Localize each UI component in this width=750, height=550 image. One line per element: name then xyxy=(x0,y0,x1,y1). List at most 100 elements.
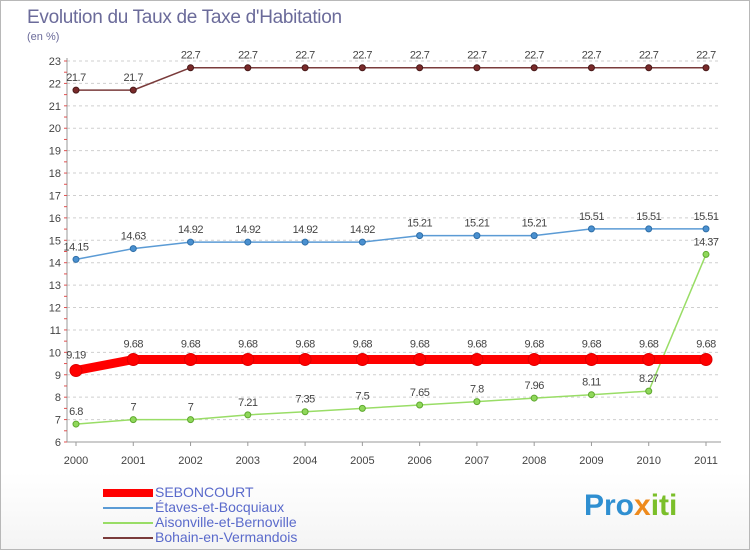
data-point xyxy=(187,64,195,72)
x-tick-label: 2011 xyxy=(694,455,718,467)
data-point xyxy=(358,238,366,246)
data-label: 22.7 xyxy=(582,50,602,62)
legend-label: Bohain-en-Vermandois xyxy=(155,529,298,545)
data-label: 8.27 xyxy=(639,373,659,385)
y-tick-label: 8 xyxy=(55,392,61,404)
series-line-etaves-et-bocquiaux xyxy=(75,228,707,261)
data-point xyxy=(301,64,309,72)
data-label: 22.7 xyxy=(696,50,716,62)
data-point xyxy=(413,353,427,367)
data-point xyxy=(699,353,713,367)
data-point xyxy=(126,353,140,367)
y-tick-label: 7 xyxy=(55,415,61,427)
data-point xyxy=(129,245,137,253)
series-line-bohain-en-vermandois xyxy=(75,66,707,91)
data-label: 9.68 xyxy=(582,339,602,351)
data-label: 14.37 xyxy=(693,236,718,248)
data-label: 14.92 xyxy=(178,224,203,236)
y-tick-label: 23 xyxy=(49,56,61,68)
data-label: 8.11 xyxy=(582,377,601,389)
legend-label: Aisonville-et-Bernoville xyxy=(155,514,297,530)
data-label: 9.68 xyxy=(410,339,430,351)
data-point xyxy=(358,404,366,412)
data-label: 14.92 xyxy=(350,224,375,236)
data-label: 22.7 xyxy=(524,50,544,62)
x-tick-label: 2000 xyxy=(64,455,88,467)
data-point xyxy=(184,353,198,367)
y-tick-label: 12 xyxy=(49,303,61,315)
data-label: 15.51 xyxy=(636,211,661,223)
legend-swatch xyxy=(103,507,153,509)
data-point xyxy=(244,238,252,246)
x-tick-label: 2003 xyxy=(236,455,260,467)
y-axis-unit: (en %) xyxy=(27,31,60,43)
data-point xyxy=(470,353,484,367)
data-label: 15.51 xyxy=(693,211,718,223)
line-chart: 6 7 8 9 10 11 12 13 14 15 16 17 18 19 20 21 22 23 2000 2001… xyxy=(49,50,721,467)
data-label: 6.8 xyxy=(69,406,83,418)
y-tick-label: 10 xyxy=(49,347,61,359)
y-tick-label: 6 xyxy=(55,437,61,449)
y-tick-label: 15 xyxy=(49,235,61,247)
data-label: 22.7 xyxy=(238,50,258,62)
data-label: 7.96 xyxy=(524,380,544,392)
data-label: 22.7 xyxy=(410,50,430,62)
data-point xyxy=(642,353,656,367)
data-point xyxy=(129,416,137,424)
series-line-seboncourt xyxy=(71,355,711,376)
y-tick-label: 22 xyxy=(49,78,61,90)
data-point xyxy=(416,232,424,240)
data-point xyxy=(416,64,424,72)
data-point xyxy=(298,353,312,367)
x-tick-label: 2009 xyxy=(579,455,603,467)
y-tick-label: 16 xyxy=(49,213,61,225)
legend-label: Étaves-et-Bocquiaux xyxy=(155,499,285,515)
data-label: 22.7 xyxy=(181,50,201,62)
data-point xyxy=(355,353,369,367)
data-label: 22.7 xyxy=(295,50,315,62)
y-tick-label: 11 xyxy=(50,325,61,337)
y-tick-label: 18 xyxy=(49,168,61,180)
data-label: 9.68 xyxy=(639,339,659,351)
y-tick-label: 17 xyxy=(49,190,61,202)
legend-swatch xyxy=(103,489,153,497)
data-label: 9.68 xyxy=(696,339,716,351)
x-tick-label: 2004 xyxy=(293,455,317,467)
data-point xyxy=(241,353,255,367)
data-label: 15.21 xyxy=(522,218,547,230)
x-tick-label: 2007 xyxy=(465,455,489,467)
y-tick-label: 9 xyxy=(55,370,61,382)
x-tick-label: 2008 xyxy=(522,455,546,467)
data-label: 9.68 xyxy=(124,339,144,351)
data-label: 14.15 xyxy=(63,241,88,253)
data-label: 15.21 xyxy=(464,218,489,230)
data-label: 7.65 xyxy=(410,387,430,399)
data-label: 22.7 xyxy=(639,50,659,62)
data-label: 14.63 xyxy=(121,231,146,243)
data-label: 15.21 xyxy=(407,218,432,230)
data-point xyxy=(530,232,538,240)
data-point xyxy=(587,64,595,72)
y-tick-label: 21 xyxy=(49,101,61,113)
data-point xyxy=(358,64,366,72)
data-point xyxy=(244,64,252,72)
data-point xyxy=(584,353,598,367)
data-label: 7.21 xyxy=(238,397,258,409)
data-label: 21.7 xyxy=(66,72,86,84)
data-label: 9.68 xyxy=(524,339,544,351)
x-tick-label: 2002 xyxy=(178,455,202,467)
chart-title: Evolution du Taux de Taxe d'Habitation xyxy=(27,7,342,28)
data-label: 9.68 xyxy=(295,339,315,351)
data-label: 15.51 xyxy=(579,211,604,223)
data-point xyxy=(702,225,710,233)
data-point xyxy=(72,86,80,94)
y-tick-label: 14 xyxy=(49,258,61,270)
data-point xyxy=(587,225,595,233)
data-label: 9.68 xyxy=(181,339,201,351)
data-point xyxy=(702,64,710,72)
data-point xyxy=(72,255,80,263)
data-point xyxy=(530,64,538,72)
series-line-aisonville-et-bernoville xyxy=(75,253,707,425)
data-label: 7 xyxy=(130,402,136,414)
data-point xyxy=(473,64,481,72)
